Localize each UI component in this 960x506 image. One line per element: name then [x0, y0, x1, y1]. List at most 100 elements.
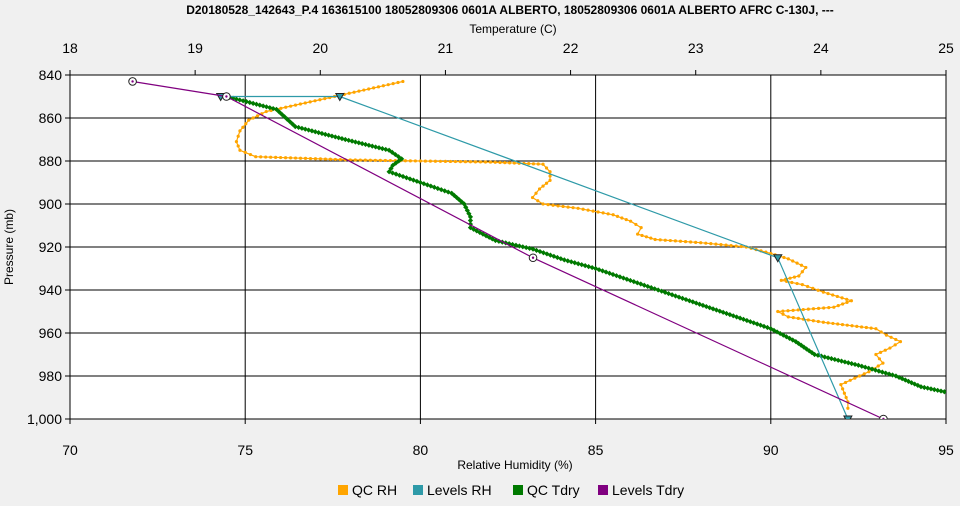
- data-point-qc-rh: [458, 160, 463, 164]
- data-point-qc-tdry: [710, 306, 716, 312]
- data-point-qc-tdry: [801, 344, 807, 350]
- data-point-qc-rh: [855, 324, 859, 328]
- data-point-qc-rh: [688, 240, 693, 244]
- data-point-qc-rh: [358, 158, 362, 162]
- data-point-qc-tdry: [818, 353, 824, 359]
- data-point-qc-rh: [859, 325, 864, 329]
- data-point-qc-rh: [821, 320, 825, 324]
- data-point-qc-rh: [649, 236, 653, 240]
- data-point-qc-rh: [376, 85, 381, 89]
- data-point-qc-rh: [724, 243, 728, 247]
- data-point-qc-rh: [433, 159, 438, 163]
- data-point-qc-rh: [816, 319, 820, 324]
- data-point-qc-rh: [527, 162, 531, 166]
- data-point-qc-rh: [877, 357, 882, 361]
- data-point-qc-rh: [791, 259, 795, 263]
- data-point-qc-tdry: [386, 169, 392, 175]
- data-point-qc-tdry: [279, 111, 285, 117]
- data-point-qc-tdry: [869, 366, 875, 372]
- data-point-qc-tdry: [835, 357, 841, 363]
- data-point-qc-rh: [779, 278, 783, 282]
- data-point-qc-tdry: [683, 296, 689, 303]
- data-point-qc-rh: [848, 378, 852, 382]
- data-point-qc-rh: [541, 162, 545, 166]
- data-point-qc-tdry: [645, 283, 651, 290]
- x-bottom-axis-label: Relative Humidity (%): [457, 458, 572, 472]
- data-point-qc-tdry: [832, 356, 838, 363]
- data-point-qc-tdry: [414, 178, 420, 184]
- data-point-qc-rh: [548, 174, 552, 178]
- data-point-qc-rh: [714, 242, 718, 246]
- data-point-qc-rh: [279, 155, 283, 160]
- data-point-qc-rh: [790, 280, 794, 285]
- data-point-qc-rh: [353, 158, 357, 162]
- data-point-qc-rh: [884, 333, 889, 337]
- data-point-qc-tdry: [825, 355, 831, 361]
- data-point-qc-rh: [800, 283, 804, 287]
- data-point-qc-rh: [857, 374, 862, 378]
- x-bottom-tick-label: 70: [62, 442, 78, 458]
- data-point-qc-rh: [303, 156, 308, 160]
- data-point-qc-rh: [629, 219, 633, 223]
- data-point-qc-rh: [244, 122, 248, 126]
- data-point-qc-rh: [478, 160, 483, 164]
- y-tick-label: 880: [39, 153, 63, 169]
- data-point-qc-tdry: [379, 145, 385, 152]
- data-point-qc-tdry: [467, 217, 474, 224]
- data-point-qc-rh: [811, 307, 816, 311]
- data-point-qc-tdry: [666, 290, 672, 297]
- data-point-qc-rh: [804, 265, 808, 270]
- data-point-qc-rh: [781, 312, 785, 316]
- data-point-qc-rh: [234, 140, 239, 144]
- data-point-qc-rh: [503, 161, 507, 165]
- data-point-qc-rh: [845, 323, 849, 327]
- data-point-qc-rh: [801, 307, 805, 312]
- data-point-qc-rh: [634, 222, 638, 227]
- data-point-qc-tdry: [734, 314, 740, 320]
- data-point-qc-tdry: [886, 371, 892, 377]
- data-point-qc-rh: [388, 158, 392, 163]
- data-point-qc-rh: [313, 99, 317, 103]
- data-point-qc-rh: [786, 315, 790, 319]
- data-point-qc-tdry: [631, 279, 637, 285]
- data-point-qc-rh: [788, 276, 792, 280]
- data-point-qc-rh: [546, 203, 550, 207]
- data-point-qc-rh: [293, 103, 298, 107]
- x-bottom-tick-label: 80: [413, 442, 429, 458]
- data-point-qc-tdry: [902, 377, 908, 383]
- x-bottom-tick-label: 75: [237, 442, 253, 458]
- data-point-qc-rh: [653, 237, 657, 242]
- data-point-qc-rh: [274, 155, 278, 159]
- data-point-qc-rh: [769, 251, 773, 256]
- data-point-qc-tdry: [812, 351, 818, 358]
- legend: QC RH Levels RH QC Tdry Levels Tdry: [338, 482, 684, 498]
- data-point-qc-rh: [806, 307, 810, 311]
- data-point-qc-rh: [241, 125, 245, 129]
- data-point-qc-rh: [606, 212, 610, 216]
- data-point-qc-rh: [850, 324, 854, 328]
- data-point-qc-tdry: [489, 236, 495, 242]
- data-point-qc-tdry: [786, 335, 793, 341]
- data-point-qc-rh: [781, 309, 785, 313]
- data-point-qc-tdry: [253, 101, 260, 107]
- legend-label-levels-rh: Levels RH: [427, 482, 492, 498]
- data-point-qc-tdry: [634, 280, 640, 286]
- data-point-qc-tdry: [717, 308, 723, 314]
- data-point-qc-rh: [403, 159, 407, 163]
- chart-title: D20180528_142643_P.4 163615100 180528093…: [186, 3, 834, 17]
- legend-swatch-qc-tdry: [513, 485, 523, 495]
- legend-swatch-levels-tdry: [598, 485, 608, 495]
- data-point-qc-rh: [347, 91, 351, 95]
- data-point-qc-rh: [640, 233, 644, 238]
- data-point-qc-rh: [888, 346, 892, 350]
- data-point-qc-tdry: [931, 387, 937, 393]
- data-point-qc-tdry: [589, 264, 595, 271]
- data-point-qc-rh: [507, 161, 512, 165]
- data-point-levels-rh: [334, 93, 345, 102]
- data-point-qc-tdry: [530, 246, 536, 252]
- data-point-qc-tdry: [945, 391, 946, 394]
- data-point-qc-tdry: [263, 104, 270, 110]
- y-tick-label: 840: [39, 67, 63, 83]
- data-point-qc-tdry: [352, 139, 359, 145]
